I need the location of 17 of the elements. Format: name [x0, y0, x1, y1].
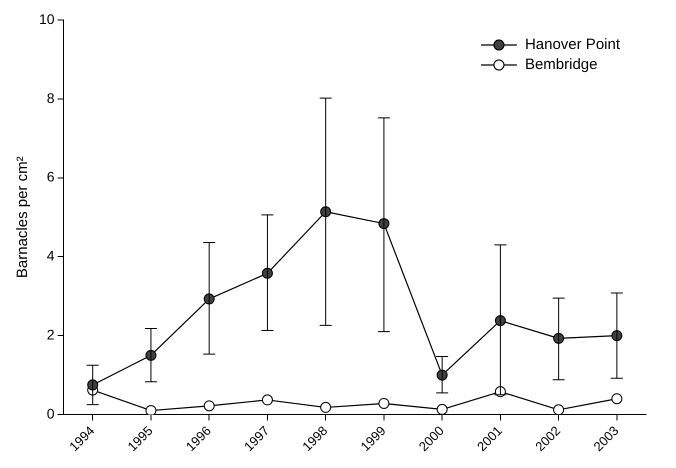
point: [378, 398, 390, 409]
y-tick-label: 6: [46, 168, 55, 185]
point: [553, 404, 564, 415]
legend-label: Hanover Point: [524, 36, 621, 54]
point: [262, 394, 273, 406]
y-tick-label: 8: [46, 90, 55, 106]
y-tick-label: 10: [38, 10, 55, 27]
point: [611, 393, 622, 404]
y-tick-label: 0: [46, 405, 55, 422]
legend-label: Bembridge: [524, 56, 598, 74]
point: [145, 405, 156, 415]
y-tick-label: 2: [46, 326, 55, 342]
y-axis-title: Barnacles per cm²: [14, 156, 32, 278]
y-tick-label: 4: [46, 248, 55, 264]
point: [204, 400, 215, 412]
point: [320, 402, 332, 413]
point: [436, 404, 448, 415]
